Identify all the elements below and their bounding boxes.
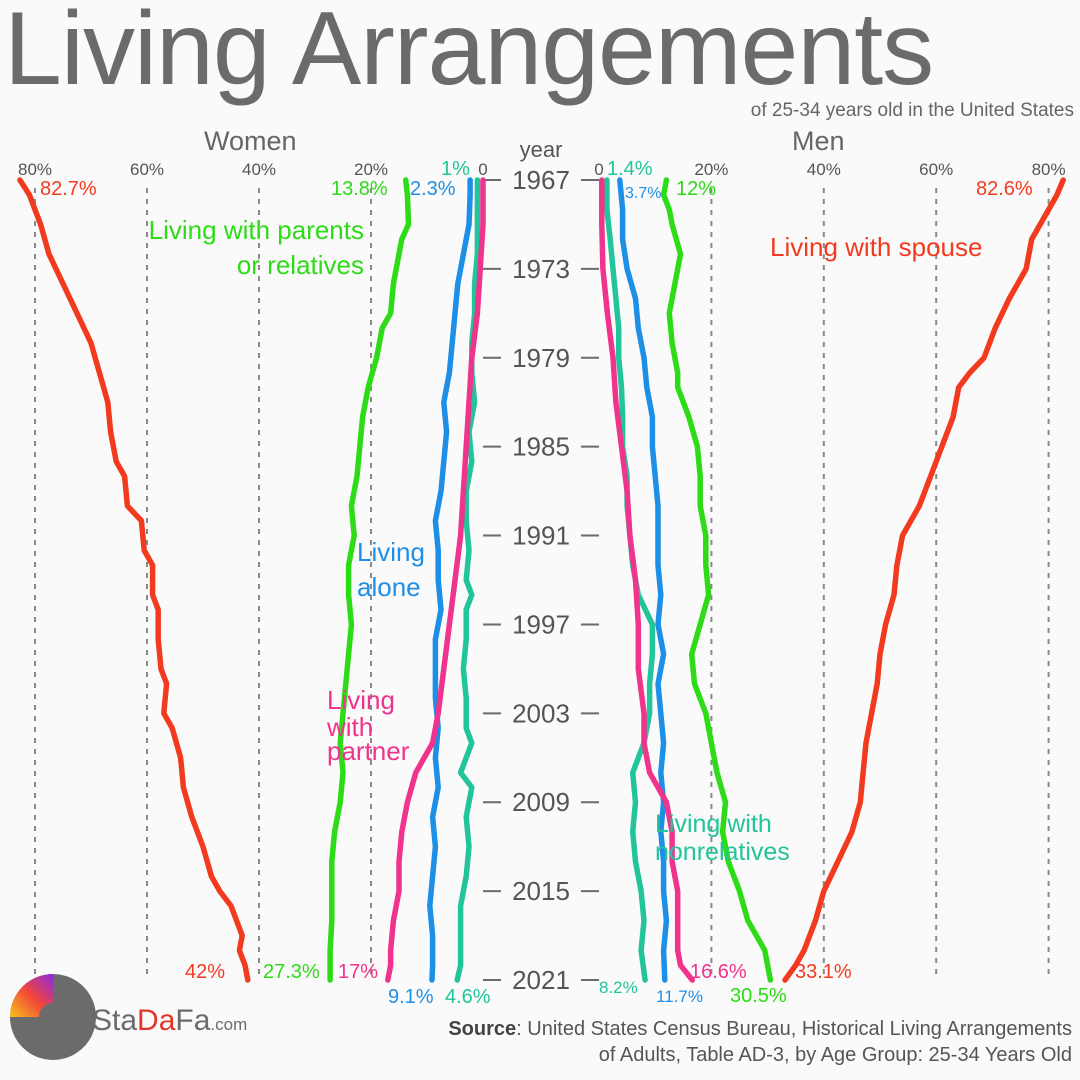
women-partner-series-label: partner [327,736,410,766]
women-partner-2021-label: 17% [338,961,378,983]
year-axis-title: year [520,137,563,162]
men-nonrelatives-1967-label: 1.4% [607,158,653,180]
men-spouse-2021-label: 33.1% [795,961,852,983]
brand-domain: .com [210,1015,248,1034]
women-x-tick-label: 60% [130,160,164,179]
women-alone-series-label: alone [357,572,421,602]
source-line-2: of Adults, Table AD-3, by Age Group: 25-… [598,1044,1072,1066]
year-tick-label: 2015 [512,876,570,906]
women-nonrelatives-2021-label: 4.6% [445,986,491,1008]
women-partner-line [385,177,486,983]
women-partner-series-label: with [326,712,373,742]
women-x-tick-label: 40% [242,160,276,179]
year-tick-label: 1967 [512,165,570,195]
men-nonrelatives-line [604,177,656,983]
men-spouse-1967-label: 82.6% [976,178,1033,200]
source-note: Source: United States Census Bureau, His… [448,1016,1072,1068]
men-alone-2021-label: 11.7% [656,987,703,1006]
men-x-tick-label: 60% [919,160,953,179]
stadafa-logo [10,974,96,1060]
men-spouse-line [782,177,1066,983]
year-tick-label: 2021 [512,965,570,995]
year-tick-label: 1985 [512,432,570,462]
brand-part-3: Fa [175,1004,211,1037]
year-tick-label: 1991 [512,521,570,551]
year-tick-label: 1973 [512,254,570,284]
men-nonrelatives-series-label: Living with [655,810,772,838]
source-label: Source [448,1018,517,1040]
women-alone-2021-label: 9.1% [388,986,434,1008]
women-spouse-line [17,177,251,983]
men-nonrelatives-series-label: nonrelatives [655,838,790,866]
men-x-tick-label: 80% [1032,160,1066,179]
men-x-tick-label: 0 [594,160,603,179]
women-partner-series-label: Living [327,685,395,715]
men-parents-line [660,177,774,983]
women-parents-line [327,177,412,983]
women-spouse-2021-label: 42% [185,961,225,983]
men-x-tick-label: 20% [694,160,728,179]
men-panel-label: Men [792,126,845,156]
women-parents-series-label: Living with parents [149,215,364,245]
women-x-tick-label: 20% [354,160,388,179]
women-alone-series-label: Living [357,537,425,567]
women-parents-2021-label: 27.3% [263,961,320,983]
women-alone-1967-label: 2.3% [410,178,456,200]
women-nonrelatives-1967-label: 1% [441,158,470,180]
men-partner-2021-label: 16.6% [690,961,747,983]
women-x-tick-label: 80% [18,160,52,179]
brand-part-2: Da [137,1004,176,1037]
women-spouse-1967-label: 82.7% [40,178,97,200]
year-tick-label: 2003 [512,698,570,728]
men-nonrelatives-2021-label: 8.2% [599,978,638,997]
brand-part-1: Sta [92,1004,138,1037]
women-parents-series-label: or relatives [237,250,364,280]
men-alone-line [617,177,670,983]
men-parents-2021-label: 30.5% [730,985,787,1007]
men-x-tick-label: 40% [807,160,841,179]
women-alone-line [427,177,473,983]
women-x-tick-label: 0 [478,160,487,179]
source-line-1: : United States Census Bureau, Historica… [516,1018,1072,1040]
women-nonrelatives-line [454,177,481,983]
women-parents-1967-label: 13.8% [331,178,388,200]
men-parents-1967-label: 12% [676,178,716,200]
year-tick-label: 1997 [512,609,570,639]
brand-name: StaDaFa.com [92,1004,247,1038]
women-panel-label: Women [204,126,297,156]
year-tick-label: 1979 [512,343,570,373]
men-spouse-series-label: Living with spouse [770,232,982,262]
chart-subtitle: of 25-34 years old in the United States [750,100,1074,121]
chart-title: Living Arrangements [4,0,934,107]
year-tick-label: 2009 [512,787,570,817]
men-partner-line [599,177,696,983]
men-alone-1967-label: 3.7% [625,185,661,202]
